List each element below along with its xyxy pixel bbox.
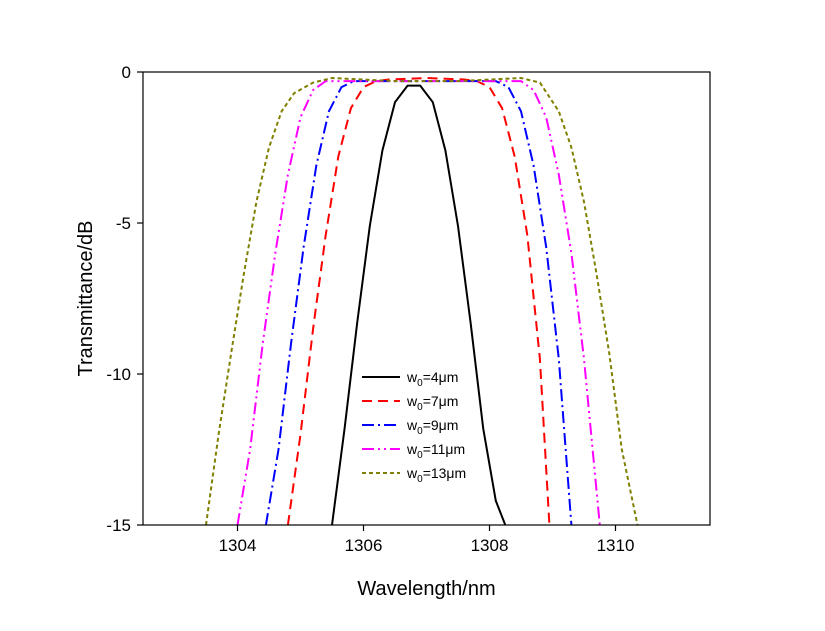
y-tick-label: -15 <box>106 516 131 535</box>
legend-label-1: w0=4μm <box>406 369 458 389</box>
legend-label-3: w0=9μm <box>406 417 458 437</box>
x-tick-label: 1306 <box>345 536 383 555</box>
x-tick-label: 1304 <box>219 536 257 555</box>
legend-label-5: w0=13μm <box>406 465 466 485</box>
legend: w0=4μm w0=7μm w0=9μm w0=11μm w0=13μm <box>362 369 466 485</box>
y-axis-title: Transmittance/dB <box>75 221 97 377</box>
plot-frame <box>142 71 711 526</box>
series-layer <box>205 77 639 525</box>
y-tick-label: -5 <box>116 214 131 233</box>
plot-background <box>143 72 710 525</box>
x-axis-title: Wavelength/nm <box>357 578 495 600</box>
series-line-2 <box>286 77 551 525</box>
ticks-layer: 1304 1306 1308 1310 0 -5 -10 -15 <box>106 63 634 555</box>
x-tick-label: 1308 <box>471 536 509 555</box>
series-line-5 <box>205 77 639 525</box>
legend-label-4: w0=11μm <box>406 441 465 461</box>
legend-label-2: w0=7μm <box>406 393 458 413</box>
y-tick-label: -10 <box>106 365 131 384</box>
series-line-1 <box>331 84 507 525</box>
y-tick-label: 0 <box>122 63 131 82</box>
x-tick-label: 1310 <box>597 536 635 555</box>
